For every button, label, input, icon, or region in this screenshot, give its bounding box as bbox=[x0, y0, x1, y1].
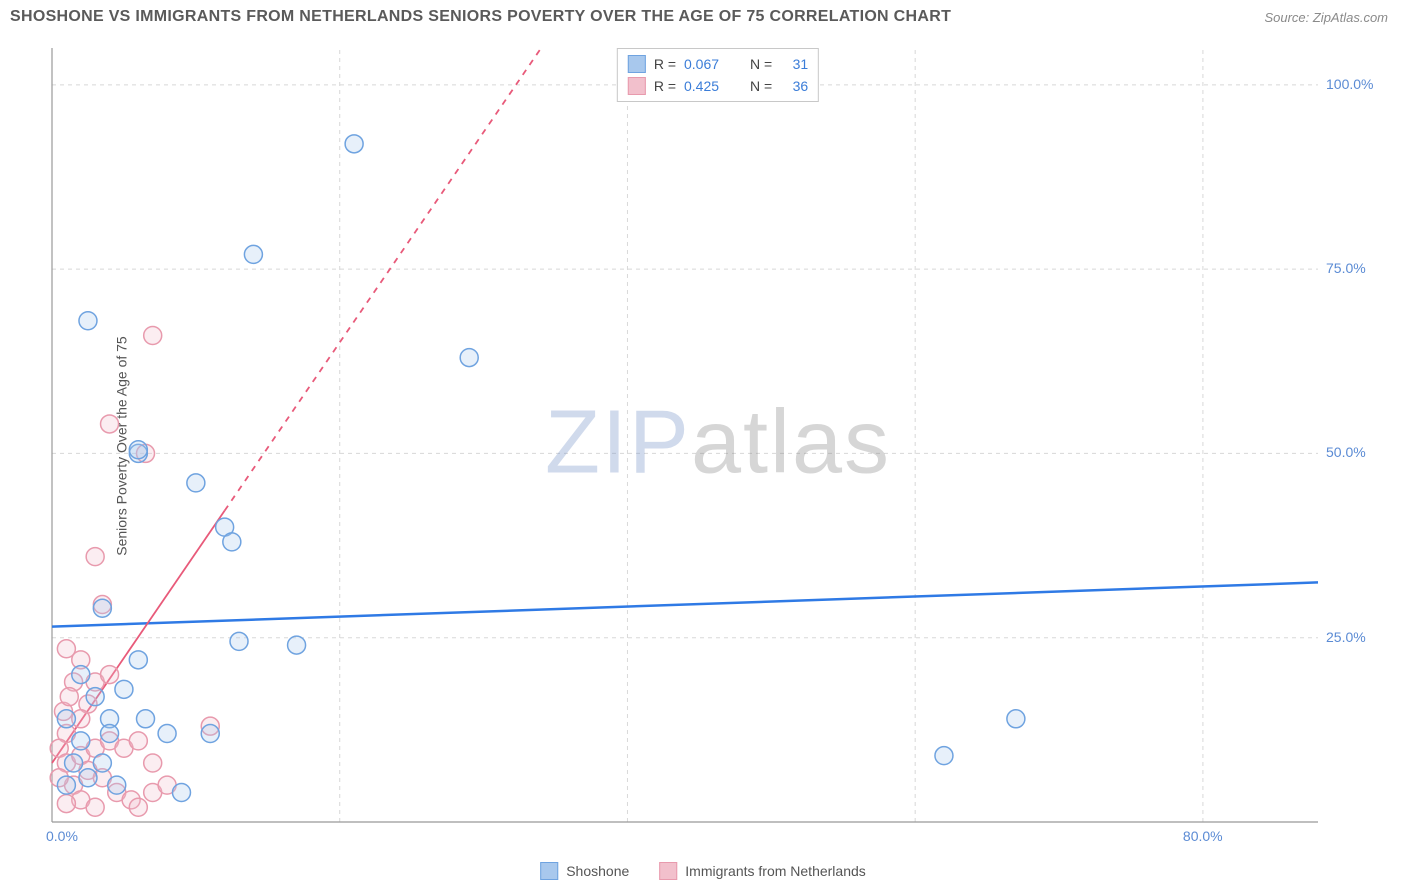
y-tick-label: 100.0% bbox=[1326, 76, 1373, 92]
n-value-shoshone: 31 bbox=[780, 56, 808, 72]
legend-item-shoshone: Shoshone bbox=[540, 862, 629, 880]
n-value-netherlands: 36 bbox=[780, 78, 808, 94]
legend-item-netherlands: Immigrants from Netherlands bbox=[659, 862, 866, 880]
y-tick-label: 75.0% bbox=[1326, 260, 1366, 276]
r-value-shoshone: 0.067 bbox=[684, 56, 732, 72]
correlation-legend: R = 0.067 N = 31 R = 0.425 N = 36 bbox=[617, 48, 819, 102]
y-tick-label: 25.0% bbox=[1326, 629, 1366, 645]
r-value-netherlands: 0.425 bbox=[684, 78, 732, 94]
chart-header: SHOSHONE VS IMMIGRANTS FROM NETHERLANDS … bbox=[0, 0, 1406, 34]
swatch-netherlands-bottom bbox=[659, 862, 677, 880]
scatter-plot bbox=[48, 44, 1388, 842]
r-label: R = bbox=[654, 56, 676, 72]
chart-container: ZIPatlas R = 0.067 N = 31 R = 0.425 N = … bbox=[48, 44, 1388, 842]
swatch-shoshone bbox=[628, 55, 646, 73]
r-label: R = bbox=[654, 78, 676, 94]
legend-label-shoshone: Shoshone bbox=[566, 863, 629, 879]
swatch-shoshone-bottom bbox=[540, 862, 558, 880]
n-label: N = bbox=[750, 78, 772, 94]
x-tick-label: 80.0% bbox=[1183, 828, 1223, 844]
x-tick-label: 0.0% bbox=[46, 828, 78, 844]
legend-label-netherlands: Immigrants from Netherlands bbox=[685, 863, 866, 879]
swatch-netherlands bbox=[628, 77, 646, 95]
legend-row-netherlands: R = 0.425 N = 36 bbox=[628, 75, 808, 97]
source-attribution: Source: ZipAtlas.com bbox=[1264, 10, 1388, 25]
y-tick-label: 50.0% bbox=[1326, 444, 1366, 460]
n-label: N = bbox=[750, 56, 772, 72]
chart-title: SHOSHONE VS IMMIGRANTS FROM NETHERLANDS … bbox=[10, 8, 951, 26]
series-legend: Shoshone Immigrants from Netherlands bbox=[540, 862, 866, 880]
legend-row-shoshone: R = 0.067 N = 31 bbox=[628, 53, 808, 75]
